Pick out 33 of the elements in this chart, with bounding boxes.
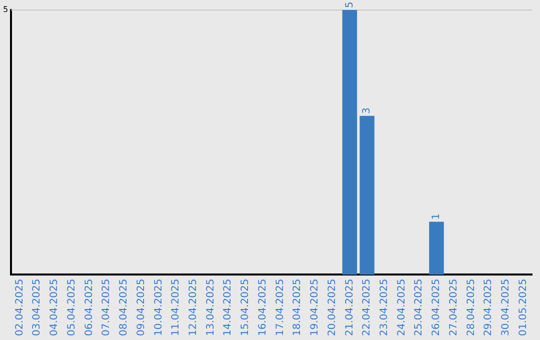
data-label: 1 <box>431 213 442 220</box>
x-tick-label: 28.04.2025 <box>466 278 477 336</box>
x-tick-label: 09.04.2025 <box>136 278 147 336</box>
x-tick-label: 07.04.2025 <box>101 278 112 336</box>
x-tick-label: 22.04.2025 <box>362 278 373 336</box>
x-tick-label: 15.04.2025 <box>240 278 252 336</box>
x-tick-label: 10.04.2025 <box>153 278 164 336</box>
x-tick-label: 26.04.2025 <box>431 278 442 336</box>
x-tick-label: 12.04.2025 <box>188 278 199 336</box>
x-tick-label: 30.04.2025 <box>500 278 512 336</box>
x-tick-label: 20.04.2025 <box>326 278 338 336</box>
x-tick-label: 27.04.2025 <box>448 278 460 336</box>
data-label: 3 <box>362 108 373 114</box>
x-tick-label: 11.04.2025 <box>170 278 182 336</box>
x-tick-label: 29.04.2025 <box>483 278 494 336</box>
x-tick-label: 01.05.2025 <box>518 278 529 336</box>
x-tick-label: 04.04.2025 <box>49 278 60 336</box>
x-tick-label: 13.04.2025 <box>205 278 216 336</box>
x-tick-label: 05.04.2025 <box>66 278 78 336</box>
x-tick-label: 23.04.2025 <box>379 278 390 336</box>
data-label: 5 <box>344 2 356 8</box>
x-tick-label: 25.04.2025 <box>414 278 425 336</box>
x-tick-label: 16.04.2025 <box>257 278 268 336</box>
x-tick-label: 02.04.2025 <box>14 278 26 336</box>
x-tick-label: 24.04.2025 <box>396 278 408 336</box>
x-tick-label: 03.04.2025 <box>32 278 43 336</box>
x-tick-label: 17.04.2025 <box>274 278 286 336</box>
x-tick-label: 19.04.2025 <box>310 278 321 336</box>
x-tick-label: 18.04.2025 <box>292 278 304 336</box>
x-tick-label: 06.04.2025 <box>84 278 95 336</box>
x-tick-label: 14.04.2025 <box>222 278 234 336</box>
x-tick-label: 21.04.2025 <box>344 278 356 336</box>
x-tick-label: 08.04.2025 <box>118 278 130 336</box>
